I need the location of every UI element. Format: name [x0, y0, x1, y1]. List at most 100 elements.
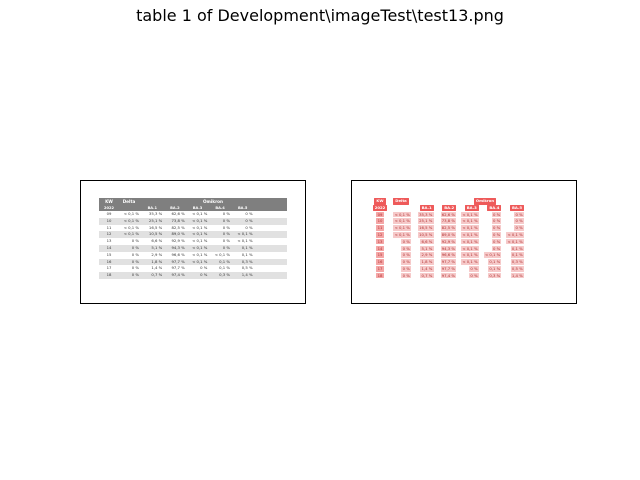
cell-kw: 17 — [106, 265, 112, 271]
header-delta: Delta — [122, 199, 136, 204]
detected-cell-ba4: 0 % — [491, 225, 502, 231]
detected-header-delta-blank — [390, 205, 412, 212]
header-kw: KW — [105, 199, 113, 204]
detected-header-ba3: BA.3 — [464, 204, 479, 211]
cell-delta: 0 % — [131, 244, 139, 250]
detected-cell-ba4: 0,1 % — [488, 259, 502, 265]
detected-cell-ba3: < 0,1 % — [461, 211, 479, 218]
detected-cell-kw: 13 — [376, 238, 384, 245]
cell-ba5: 0,1 % — [241, 244, 253, 250]
cell-kw: 18 — [106, 272, 112, 278]
cell-ba4: 0 % — [222, 211, 230, 216]
cell-delta: < 0,1 % — [123, 224, 139, 230]
cell-ba1: 25,1 % — [148, 217, 163, 223]
cell-kw: 12 — [106, 231, 112, 237]
detected-table-row: 13 0 % 6,6 % 92,9 % < 0,1 % 0 % < 0,1 % — [370, 238, 558, 245]
detected-cell-ba4: 0 % — [491, 231, 502, 238]
cell-ba5: 0 % — [245, 217, 253, 223]
cell-delta: 0 % — [131, 251, 139, 257]
cell-kw: 13 — [106, 238, 112, 244]
detected-table-row: 18 0 % 0,7 % 97,4 % 0 % 0,3 % 1,4 % — [370, 272, 558, 279]
cell-ba5: 0 % — [245, 211, 253, 216]
detected-cell-kw: 10 — [376, 218, 384, 224]
table-header-row: KW Delta Omikron — [99, 198, 287, 205]
cell-ba1: 16,5 % — [148, 224, 163, 230]
cell-ba1: 1,8 % — [151, 258, 163, 264]
detected-subheader-row: 2022 BA.1 BA.2 BA.3 BA.4 BA.5 — [370, 204, 558, 212]
cell-ba4: 0 % — [222, 244, 230, 250]
detected-cell-delta: 0 % — [401, 265, 411, 272]
header-ba2: BA.2 — [170, 206, 180, 210]
figure-title: table 1 of Development\imageTest\test13.… — [136, 6, 504, 25]
cell-ba3: < 0,1 % — [192, 224, 208, 230]
detected-table: KW Delta Omikron 2022 BA.1 BA.2 BA.3 BA.… — [370, 198, 558, 279]
detected-cell-ba2: 73,8 % — [440, 218, 457, 224]
detected-cell-delta: 0 % — [401, 259, 411, 265]
detected-cell-ba1: 1,8 % — [420, 259, 434, 265]
cell-ba1: 6,6 % — [151, 238, 163, 244]
detected-header-year: 2022 — [372, 204, 388, 211]
cell-ba3: < 0,1 % — [192, 244, 208, 250]
detected-cell-kw: 12 — [376, 231, 384, 238]
detected-cell-kw: 09 — [376, 211, 384, 218]
detected-cell-ba1: 6,6 % — [420, 238, 434, 245]
detected-header-row: KW Delta Omikron — [370, 198, 558, 205]
cell-ba2: 94,3 % — [171, 244, 185, 250]
detected-cell-ba2: 92,9 % — [440, 238, 457, 245]
detected-cell-ba2: 82,5 % — [440, 225, 457, 231]
detected-header-delta: Delta — [393, 198, 409, 205]
detected-cell-ba3: < 0,1 % — [461, 218, 479, 224]
detected-cell-ba5: < 0,1 % — [506, 231, 524, 238]
detected-cell-delta: < 0,1 % — [393, 218, 411, 224]
detected-cell-kw: 15 — [376, 252, 384, 258]
cell-delta: 0 % — [131, 258, 139, 264]
table-row: 11 < 0,1 % 16,5 % 82,5 % < 0,1 % 0 % 0 % — [99, 225, 287, 232]
detected-cell-ba4: 0 % — [491, 211, 502, 218]
detected-cell-delta: < 0,1 % — [393, 225, 411, 231]
cell-ba5: 0,5 % — [241, 265, 253, 271]
cell-ba3: < 0,1 % — [192, 217, 208, 223]
cell-ba5: 0,1 % — [241, 251, 253, 257]
original-table-body: 09 < 0,1 % 35,3 % 62,6 % < 0,1 % 0 % 0 % 10 < 0,… — [99, 211, 287, 279]
detected-cell-ba4: 0,3 % — [488, 272, 502, 279]
detected-cell-ba5: 0 % — [514, 218, 524, 224]
cell-kw: 14 — [106, 244, 112, 250]
cell-ba4: < 0,1 % — [214, 251, 230, 257]
detected-cell-kw: 17 — [376, 265, 384, 272]
table-row: 09 < 0,1 % 35,3 % 62,6 % < 0,1 % 0 % 0 % — [99, 211, 287, 218]
detected-cell-ba4: 0 % — [491, 245, 502, 252]
header-ba3: BA.3 — [192, 206, 203, 210]
detected-cell-ba1: 35,3 % — [417, 211, 434, 218]
cell-ba3: 0 % — [200, 265, 208, 271]
detected-table-body: 09 < 0,1 % 35,3 % 62,6 % < 0,1 % 0 % 0 % 10 < 0,… — [370, 211, 558, 279]
cell-ba5: < 0,1 % — [237, 238, 253, 244]
detected-cell-ba4: 0,1 % — [488, 265, 502, 272]
cell-ba4: 0,1 % — [219, 258, 230, 264]
detected-cell-ba1: 5,1 % — [420, 245, 434, 252]
cell-ba5: < 0,1 % — [237, 231, 253, 237]
detected-cell-ba2: 62,6 % — [440, 211, 457, 218]
detected-table-row: 11 < 0,1 % 16,5 % 82,5 % < 0,1 % 0 % 0 % — [370, 225, 558, 232]
table-row: 18 0 % 0,7 % 97,4 % 0 % 0,3 % 1,4 % — [99, 272, 287, 279]
table-row: 10 < 0,1 % 25,1 % 73,8 % < 0,1 % 0 % 0 % — [99, 217, 287, 225]
detected-cell-ba1: 1,4 % — [420, 265, 434, 272]
header-ba4: BA.4 — [215, 206, 225, 210]
header-ba1: BA.1 — [147, 206, 158, 210]
detected-cell-ba1: 0,7 % — [420, 272, 434, 279]
detected-cell-delta: < 0,1 % — [393, 231, 411, 238]
header-omicron: Omikron — [202, 199, 224, 204]
detected-cell-ba5: 0,5 % — [510, 265, 524, 272]
cell-delta: < 0,1 % — [123, 217, 139, 223]
detected-cell-ba3: 0 % — [469, 265, 479, 272]
detected-cell-ba5: 0 % — [514, 225, 524, 231]
detected-cell-ba5: 0,3 % — [510, 259, 524, 265]
detected-cell-ba5: 0 % — [514, 211, 524, 218]
table-row: 12 < 0,1 % 10,5 % 89,0 % < 0,1 % 0 % < 0,1 % — [99, 231, 287, 239]
table-row: 17 0 % 1,4 % 97,7 % 0 % 0,1 % 0,5 % — [99, 265, 287, 272]
table-row: 16 0 % 1,8 % 97,7 % < 0,1 % 0,1 % 0,3 % — [99, 258, 287, 266]
detected-cell-delta: 0 % — [401, 252, 411, 258]
detected-table-row: 15 0 % 2,9 % 96,6 % < 0,1 % < 0,1 % 0,1 % — [370, 252, 558, 259]
detected-cell-ba5: 1,4 % — [510, 272, 524, 279]
cell-ba2: 97,4 % — [171, 272, 185, 278]
cell-ba4: 0,3 % — [219, 272, 230, 278]
